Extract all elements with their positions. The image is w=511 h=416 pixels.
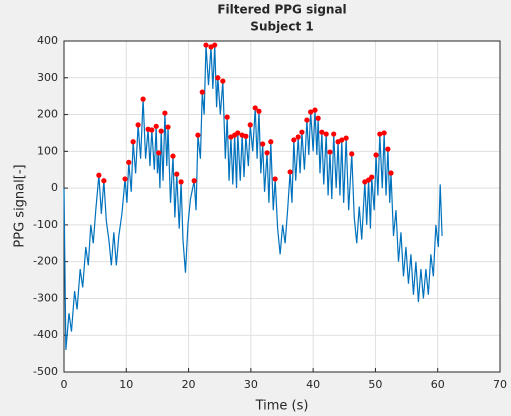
peak-marker bbox=[140, 96, 146, 102]
y-tick-label: -200 bbox=[33, 255, 58, 268]
x-tick-label: 0 bbox=[61, 378, 68, 391]
peak-marker bbox=[343, 135, 349, 141]
x-tick-label: 70 bbox=[493, 378, 507, 391]
x-tick-label: 10 bbox=[119, 378, 133, 391]
chart-subtitle: Subject 1 bbox=[250, 20, 313, 34]
peak-marker bbox=[349, 151, 355, 157]
peak-marker bbox=[272, 176, 278, 182]
peak-marker bbox=[235, 130, 241, 136]
peak-marker bbox=[323, 131, 329, 137]
peak-marker bbox=[156, 150, 162, 156]
peak-marker bbox=[215, 75, 221, 81]
peak-marker bbox=[178, 179, 184, 185]
peak-marker bbox=[252, 105, 258, 111]
peak-marker bbox=[369, 174, 375, 180]
peak-marker bbox=[174, 171, 180, 177]
plot-area bbox=[64, 41, 500, 372]
peak-marker bbox=[126, 159, 132, 165]
peak-marker bbox=[101, 178, 107, 184]
y-tick-label: -500 bbox=[33, 365, 58, 378]
peak-marker bbox=[264, 150, 270, 156]
y-tick-label: -400 bbox=[33, 328, 58, 341]
y-tick-label: 400 bbox=[37, 34, 58, 47]
y-axis-label: PPG signal[-] bbox=[13, 164, 28, 247]
chart-title: Filtered PPG signal bbox=[217, 3, 346, 17]
peak-marker bbox=[315, 115, 321, 121]
peak-marker bbox=[381, 130, 387, 136]
peak-marker bbox=[312, 107, 318, 113]
peak-marker bbox=[295, 134, 301, 140]
peak-marker bbox=[299, 129, 305, 135]
peak-marker bbox=[170, 153, 176, 159]
y-tick-label: 100 bbox=[37, 144, 58, 157]
y-tick-label: 200 bbox=[37, 108, 58, 121]
peak-marker bbox=[385, 146, 391, 152]
peak-marker bbox=[319, 129, 325, 135]
y-tick-label: -300 bbox=[33, 291, 58, 304]
peak-marker bbox=[373, 152, 379, 158]
peak-marker bbox=[191, 178, 197, 184]
x-tick-label: 30 bbox=[244, 378, 258, 391]
peak-marker bbox=[162, 110, 168, 116]
peak-marker bbox=[153, 123, 159, 129]
peak-marker bbox=[304, 117, 310, 123]
peak-marker bbox=[212, 42, 218, 48]
peak-marker bbox=[199, 89, 205, 95]
peak-marker bbox=[135, 122, 141, 128]
x-tick-label: 60 bbox=[431, 378, 445, 391]
peak-marker bbox=[388, 170, 394, 176]
peak-marker bbox=[158, 128, 164, 134]
peak-marker bbox=[122, 176, 128, 182]
peak-marker bbox=[291, 137, 297, 143]
y-tick-label: 300 bbox=[37, 71, 58, 84]
peak-marker bbox=[260, 141, 266, 147]
peak-marker bbox=[247, 122, 253, 128]
peak-marker bbox=[331, 131, 337, 137]
peak-marker bbox=[243, 133, 249, 139]
peak-marker bbox=[203, 42, 209, 48]
peak-marker bbox=[165, 124, 171, 130]
peak-marker bbox=[195, 132, 201, 138]
peak-marker bbox=[149, 127, 155, 133]
y-tick-label: -100 bbox=[33, 218, 58, 231]
x-axis-label: Time (s) bbox=[255, 399, 309, 414]
x-tick-label: 40 bbox=[306, 378, 320, 391]
peak-marker bbox=[220, 78, 226, 84]
peak-marker bbox=[327, 149, 333, 155]
x-tick-label: 50 bbox=[368, 378, 382, 391]
x-tick-label: 20 bbox=[182, 378, 196, 391]
peak-marker bbox=[268, 139, 274, 145]
y-tick-label: 0 bbox=[51, 181, 58, 194]
peak-marker bbox=[308, 109, 314, 115]
peak-marker bbox=[339, 137, 345, 143]
peak-marker bbox=[256, 108, 262, 114]
peak-marker bbox=[130, 139, 136, 145]
peak-marker bbox=[224, 114, 230, 120]
peak-marker bbox=[377, 131, 383, 137]
peak-marker bbox=[287, 169, 293, 175]
peak-marker bbox=[96, 172, 102, 178]
